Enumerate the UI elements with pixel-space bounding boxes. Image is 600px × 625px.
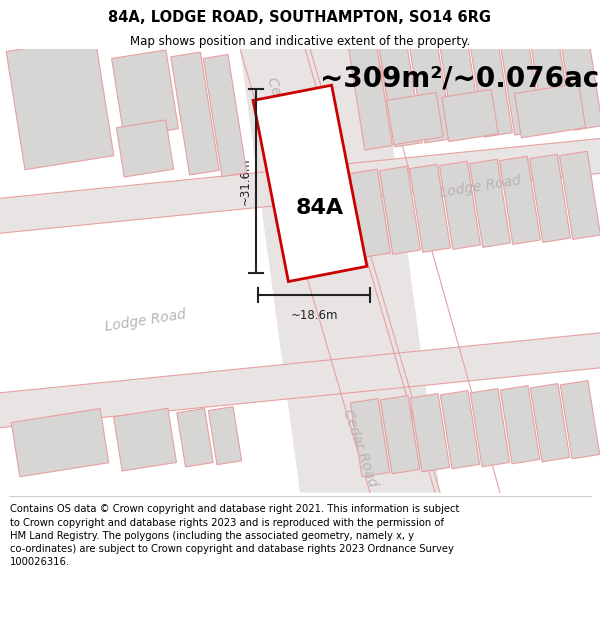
- Polygon shape: [560, 151, 600, 239]
- Polygon shape: [557, 18, 600, 130]
- Polygon shape: [440, 161, 481, 249]
- Polygon shape: [350, 399, 389, 477]
- Polygon shape: [11, 409, 109, 477]
- Polygon shape: [380, 396, 419, 474]
- Polygon shape: [240, 49, 370, 493]
- Polygon shape: [497, 22, 542, 135]
- Polygon shape: [0, 333, 600, 428]
- Polygon shape: [560, 381, 599, 459]
- Polygon shape: [500, 156, 541, 244]
- Polygon shape: [116, 120, 173, 177]
- Text: 84A: 84A: [296, 198, 344, 218]
- Text: ~309m²/~0.076ac.: ~309m²/~0.076ac.: [320, 64, 600, 92]
- Polygon shape: [470, 159, 511, 248]
- Text: Lodge Road: Lodge Road: [439, 173, 521, 200]
- Polygon shape: [253, 85, 367, 281]
- Polygon shape: [380, 166, 421, 254]
- Polygon shape: [467, 24, 512, 137]
- Polygon shape: [203, 54, 247, 177]
- Polygon shape: [350, 169, 391, 258]
- Polygon shape: [347, 38, 392, 150]
- Polygon shape: [0, 139, 600, 233]
- Polygon shape: [410, 164, 451, 252]
- Text: Cedar Road: Cedar Road: [264, 75, 304, 156]
- Polygon shape: [440, 391, 479, 469]
- Polygon shape: [6, 38, 114, 170]
- Text: Lodge Road: Lodge Road: [103, 308, 187, 334]
- Polygon shape: [112, 50, 178, 138]
- Text: ~31.6m: ~31.6m: [239, 157, 252, 204]
- Polygon shape: [113, 408, 176, 471]
- Text: Cedar Road: Cedar Road: [340, 407, 380, 488]
- Text: ~18.6m: ~18.6m: [290, 309, 338, 322]
- Polygon shape: [305, 49, 440, 493]
- Polygon shape: [407, 30, 452, 143]
- Text: 84A, LODGE ROAD, SOUTHAMPTON, SO14 6RG: 84A, LODGE ROAD, SOUTHAMPTON, SO14 6RG: [109, 10, 491, 25]
- Polygon shape: [377, 34, 422, 147]
- Polygon shape: [171, 52, 219, 175]
- Polygon shape: [442, 89, 498, 142]
- Polygon shape: [410, 394, 449, 472]
- Polygon shape: [530, 154, 571, 242]
- Polygon shape: [470, 389, 509, 467]
- Polygon shape: [387, 92, 443, 144]
- Text: Map shows position and indicative extent of the property.: Map shows position and indicative extent…: [130, 35, 470, 48]
- Polygon shape: [527, 19, 572, 132]
- Polygon shape: [514, 83, 586, 138]
- Text: Contains OS data © Crown copyright and database right 2021. This information is : Contains OS data © Crown copyright and d…: [10, 504, 459, 568]
- Polygon shape: [208, 407, 242, 465]
- Polygon shape: [500, 386, 539, 464]
- Polygon shape: [177, 408, 213, 467]
- Polygon shape: [530, 384, 569, 462]
- Polygon shape: [437, 28, 482, 140]
